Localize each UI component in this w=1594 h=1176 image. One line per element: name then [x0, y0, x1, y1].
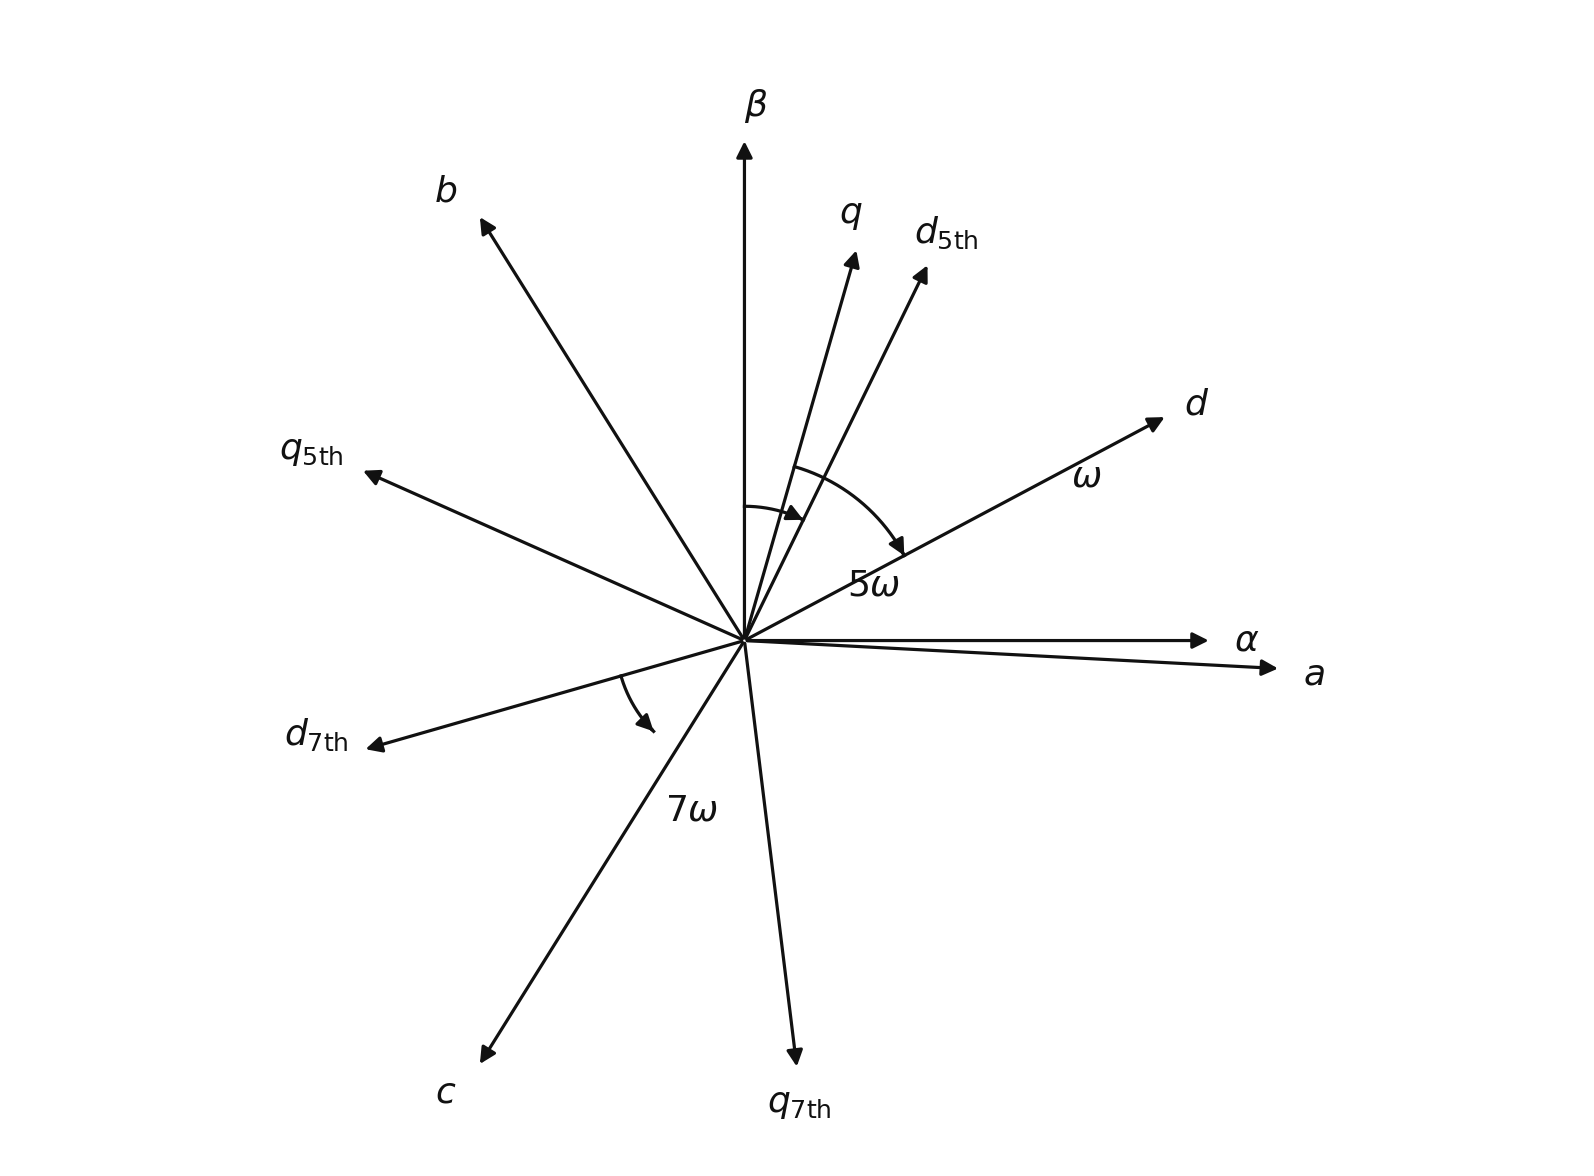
Text: $q_{\mathrm{5th}}$: $q_{\mathrm{5th}}$	[279, 434, 344, 468]
Text: $a$: $a$	[1302, 657, 1325, 691]
Text: $5\omega$: $5\omega$	[846, 569, 901, 602]
Text: $\alpha$: $\alpha$	[1234, 623, 1259, 657]
Text: $q$: $q$	[840, 198, 862, 232]
Text: $d$: $d$	[1184, 387, 1208, 421]
Text: $d_{\mathrm{7th}}$: $d_{\mathrm{7th}}$	[284, 716, 349, 754]
Text: $\omega$: $\omega$	[1071, 460, 1101, 494]
Text: $q_{\mathrm{7th}}$: $q_{\mathrm{7th}}$	[767, 1088, 832, 1122]
Text: $b$: $b$	[434, 174, 457, 208]
Text: $d_{\mathrm{5th}}$: $d_{\mathrm{5th}}$	[913, 214, 979, 250]
Text: $c$: $c$	[435, 1075, 456, 1109]
Text: $7\omega$: $7\omega$	[665, 794, 719, 828]
Text: $\beta$: $\beta$	[744, 87, 768, 125]
